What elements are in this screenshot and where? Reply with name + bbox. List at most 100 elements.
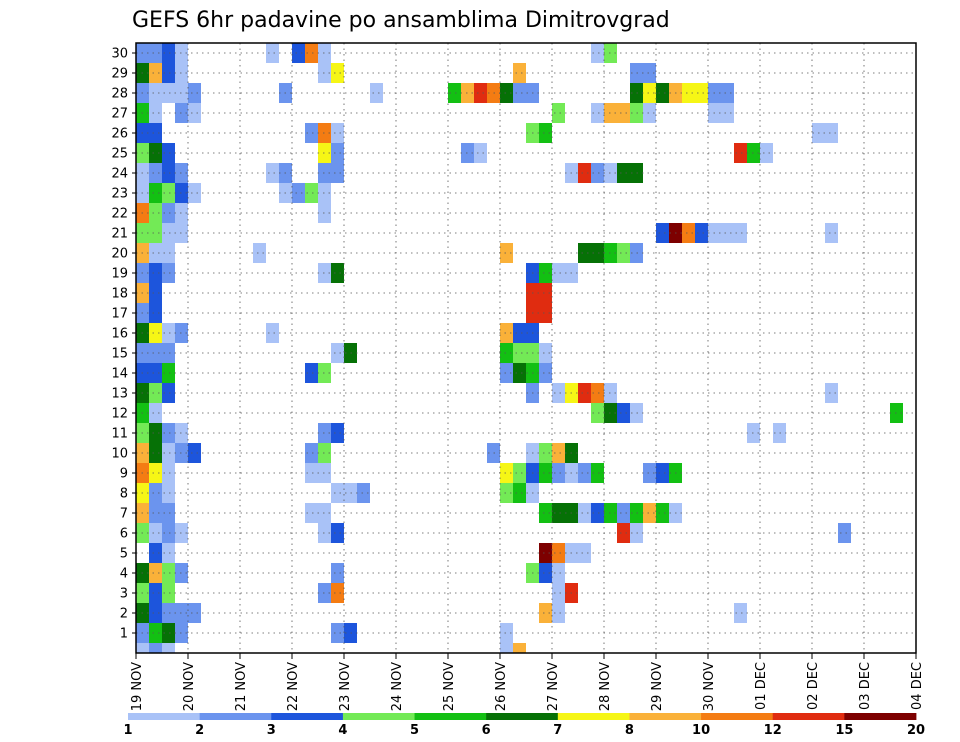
x-tick-label: 29 NOV: [650, 662, 665, 711]
heatmap-cell: [721, 83, 734, 103]
heatmap-cell: [734, 223, 747, 243]
heatmap-cell: [149, 323, 162, 343]
heatmap-cell: [266, 43, 279, 63]
heatmap-cell: [578, 163, 591, 183]
heatmap-cell: [149, 243, 162, 263]
heatmap-cell: [162, 503, 175, 523]
y-tick-label: 10: [111, 447, 128, 462]
heatmap-cell: [552, 463, 565, 483]
heatmap-cell: [539, 283, 552, 303]
heatmap-cell: [513, 63, 526, 83]
heatmap-cell: [149, 383, 162, 403]
x-tick-label: 25 NOV: [442, 662, 457, 711]
heatmap-cell: [331, 483, 344, 503]
x-tick-label: 01 DEC: [754, 662, 769, 710]
heatmap-cell: [825, 383, 838, 403]
y-tick-label: 30: [111, 47, 128, 62]
y-tick-label: 20: [111, 247, 128, 262]
heatmap-cell: [474, 143, 487, 163]
colorbar-label: 5: [410, 723, 419, 738]
heatmap-cell: [474, 83, 487, 103]
heatmap-cell: [162, 203, 175, 223]
heatmap-cell: [149, 443, 162, 463]
heatmap-cell: [188, 83, 201, 103]
heatmap-cell: [578, 503, 591, 523]
y-tick-label: 4: [120, 567, 128, 582]
heatmap-cell: [162, 583, 175, 603]
x-tick-label: 23 NOV: [338, 662, 353, 711]
heatmap-cell: [305, 503, 318, 523]
heatmap-cell: [552, 383, 565, 403]
heatmap-cell: [500, 643, 513, 653]
x-tick-label: 19 NOV: [130, 662, 145, 711]
colorbar-segment: [844, 713, 917, 720]
heatmap-cell: [539, 503, 552, 523]
heatmap-cell: [305, 183, 318, 203]
heatmap-cell: [370, 83, 383, 103]
heatmap-cell: [695, 83, 708, 103]
heatmap-cell: [149, 263, 162, 283]
colorbar-label: 15: [835, 723, 853, 738]
heatmap-cell: [617, 103, 630, 123]
heatmap-cell: [149, 103, 162, 123]
heatmap-cell: [149, 283, 162, 303]
heatmap-cell: [162, 363, 175, 383]
y-axis-member-labels: 1234567891011121314151617181920212223242…: [111, 47, 136, 642]
heatmap-cell: [552, 603, 565, 623]
heatmap-cell: [643, 83, 656, 103]
heatmap-cell: [617, 523, 630, 543]
x-tick-label: 22 NOV: [286, 662, 301, 711]
heatmap-cell: [591, 383, 604, 403]
heatmap-cell: [539, 543, 552, 563]
heatmap-cell: [162, 643, 175, 653]
heatmap-cell: [331, 523, 344, 543]
y-tick-label: 5: [120, 547, 128, 562]
heatmap-cell: [513, 463, 526, 483]
heatmap-cell: [656, 503, 669, 523]
heatmap-cell: [162, 83, 175, 103]
heatmap-cell: [149, 523, 162, 543]
heatmap-cell: [591, 503, 604, 523]
heatmap-cell: [149, 463, 162, 483]
x-tick-label: 04 DEC: [910, 662, 925, 710]
heatmap-cell: [448, 83, 461, 103]
heatmap-cell: [656, 223, 669, 243]
y-tick-label: 24: [111, 167, 128, 182]
heatmap-cell: [149, 43, 162, 63]
heatmap-cell: [149, 403, 162, 423]
heatmap-cell: [162, 423, 175, 443]
y-tick-label: 8: [120, 487, 128, 502]
colorbar-segment: [199, 713, 272, 720]
heatmap-cell: [513, 363, 526, 383]
heatmap-cell: [578, 543, 591, 563]
x-tick-label: 20 NOV: [182, 662, 197, 711]
heatmap-cell: [578, 463, 591, 483]
heatmap-cell: [591, 43, 604, 63]
heatmap-cell: [591, 163, 604, 183]
colorbar-segment: [271, 713, 344, 720]
heatmap-cell: [539, 343, 552, 363]
y-tick-label: 15: [111, 347, 128, 362]
x-tick-label: 28 NOV: [598, 662, 613, 711]
colorbar-label: 12: [764, 723, 782, 738]
heatmap-cell: [149, 623, 162, 643]
heatmap-cell: [331, 583, 344, 603]
heatmap-cell: [188, 183, 201, 203]
heatmap-cell: [513, 323, 526, 343]
heatmap-cell: [331, 63, 344, 83]
heatmap-cell: [591, 403, 604, 423]
heatmap-cell: [149, 303, 162, 323]
y-tick-label: 6: [120, 527, 128, 542]
colorbar-label: 3: [267, 723, 276, 738]
heatmap-cell: [539, 443, 552, 463]
heatmap-cell: [266, 163, 279, 183]
heatmap-cell: [188, 443, 201, 463]
heatmap-cell: [331, 263, 344, 283]
heatmap-cell: [253, 243, 266, 263]
heatmap-cell: [513, 343, 526, 363]
heatmap-cell: [149, 163, 162, 183]
heatmap-cell: [643, 503, 656, 523]
y-tick-label: 12: [111, 407, 128, 422]
heatmap-cell: [578, 243, 591, 263]
